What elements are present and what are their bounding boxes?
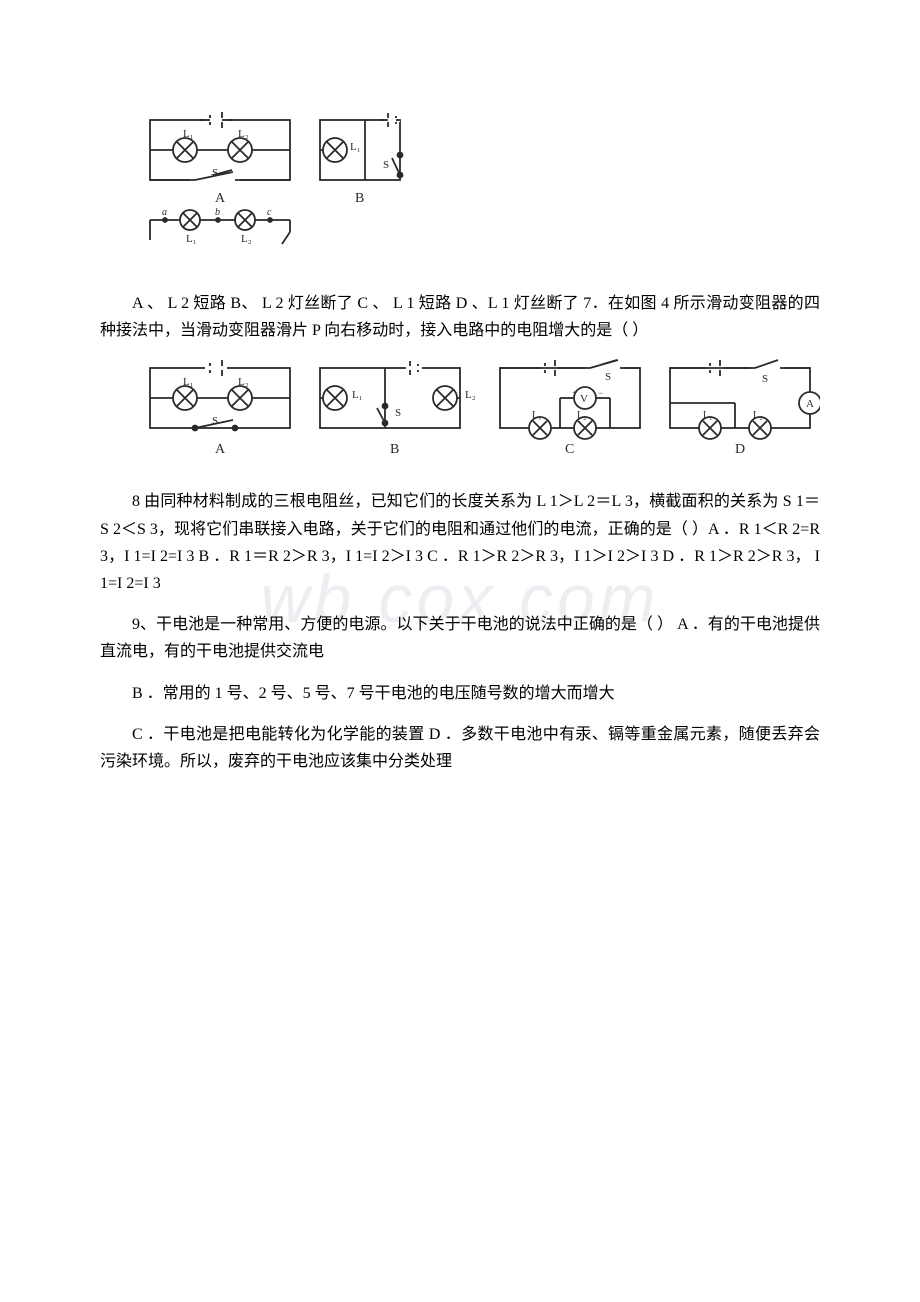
svg-text:D: D: [735, 442, 745, 457]
svg-text:L₁: L₁: [183, 376, 194, 388]
svg-text:L₁: L₁: [703, 410, 713, 421]
paragraph-q9a: 9、干电池是一种常用、方便的电源。以下关于干电池的说法中正确的是（ ） A ．有…: [100, 611, 820, 665]
svg-text:L₂: L₂: [577, 410, 587, 421]
svg-text:S: S: [212, 415, 218, 427]
svg-text:c: c: [267, 207, 272, 218]
svg-text:a: a: [162, 207, 167, 218]
figure-2: L₁ L₂ S A L₁ S L: [140, 358, 820, 468]
svg-text:A: A: [806, 398, 814, 410]
svg-text:L₁: L₁: [352, 389, 363, 401]
paragraph-q8: 8 由同种材料制成的三根电阻丝，已知它们的长度关系为 L 1＞L 2＝L 3，横…: [100, 488, 820, 597]
svg-text:L₂: L₂: [241, 233, 252, 245]
figure-1: L₁ L₂ S A: [140, 110, 820, 270]
paragraph-q9b: B ．常用的 1 号、2 号、5 号、7 号干电池的电压随号数的增大而增大: [100, 680, 820, 707]
svg-text:−: −: [598, 388, 603, 398]
svg-text:S: S: [395, 407, 401, 419]
svg-text:L₂: L₂: [238, 128, 249, 140]
svg-text:S: S: [383, 159, 389, 171]
svg-text:S: S: [605, 371, 611, 383]
svg-text:L₁: L₁: [183, 128, 194, 140]
svg-text:C: C: [565, 442, 574, 457]
label-a: A: [215, 191, 226, 206]
svg-text:V: V: [580, 393, 588, 405]
label-b: B: [355, 191, 364, 206]
svg-text:A: A: [215, 442, 226, 457]
svg-text:L₁: L₁: [350, 141, 361, 153]
svg-text:L₂: L₂: [753, 410, 763, 421]
svg-text:B: B: [390, 442, 399, 457]
svg-text:L₂: L₂: [465, 389, 476, 401]
svg-text:+: +: [572, 388, 577, 398]
svg-text:L₁: L₁: [186, 233, 197, 245]
svg-text:b: b: [215, 207, 220, 218]
svg-text:L₁: L₁: [532, 410, 542, 421]
svg-text:S: S: [762, 373, 768, 385]
svg-text:L₂: L₂: [238, 376, 249, 388]
paragraph-q9cd: C ．干电池是把电能转化为化学能的装置 D ．多数干电池中有汞、镉等重金属元素，…: [100, 721, 820, 775]
svg-text:S: S: [212, 167, 218, 179]
paragraph-q6-7: A 、 L 2 短路 B、 L 2 灯丝断了 C 、 L 1 短路 D 、L 1…: [100, 290, 820, 344]
